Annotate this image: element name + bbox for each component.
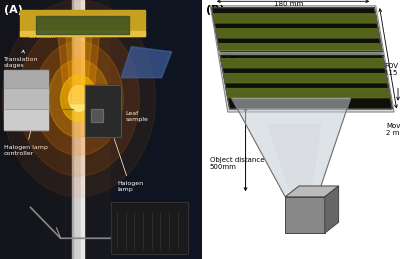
Text: Hyperspectral
camera: Hyperspectral camera [117, 226, 162, 244]
Polygon shape [20, 31, 146, 36]
Text: (A): (A) [4, 5, 23, 15]
Bar [91, 109, 103, 122]
Bar [4, 88, 48, 109]
Text: (B): (B) [206, 5, 224, 15]
Polygon shape [56, 21, 101, 104]
Bar [73, 0, 81, 259]
Bar [36, 16, 129, 34]
Polygon shape [220, 51, 383, 55]
Polygon shape [65, 21, 93, 101]
Bar [4, 109, 48, 130]
Circle shape [69, 85, 89, 111]
Circle shape [61, 75, 97, 122]
Polygon shape [111, 0, 202, 259]
Polygon shape [325, 186, 339, 233]
Text: Halogen
lamp: Halogen lamp [112, 133, 143, 192]
Bar [285, 197, 325, 233]
Text: Object distance
500mm: Object distance 500mm [210, 157, 264, 170]
Polygon shape [216, 29, 380, 38]
Text: Leaf
sample: Leaf sample [108, 105, 148, 122]
Circle shape [18, 21, 139, 176]
Bar [85, 85, 121, 137]
Polygon shape [210, 6, 394, 112]
Text: Translation
stages: Translation stages [4, 50, 38, 68]
Polygon shape [218, 44, 382, 53]
Bar [36, 16, 129, 34]
Polygon shape [20, 10, 146, 36]
Text: Moving
2 mm/s: Moving 2 mm/s [386, 123, 400, 136]
Circle shape [48, 60, 109, 137]
Polygon shape [212, 8, 392, 109]
Polygon shape [232, 98, 350, 233]
Bar [72, 0, 73, 259]
Polygon shape [221, 59, 385, 68]
Bar [91, 109, 103, 122]
Polygon shape [267, 124, 321, 233]
Polygon shape [121, 47, 172, 78]
Bar [81, 0, 84, 259]
Text: Slit FOV
0.46 mm: Slit FOV 0.46 mm [222, 51, 253, 63]
Polygon shape [213, 14, 377, 23]
Text: FOV
115 mm: FOV 115 mm [384, 63, 400, 76]
Text: Halogen lamp
controller: Halogen lamp controller [4, 128, 48, 156]
Polygon shape [285, 186, 339, 197]
Bar [111, 202, 188, 254]
Bar [111, 202, 188, 254]
Bar [4, 70, 48, 88]
Circle shape [2, 0, 156, 197]
Text: Moving
direction: Moving direction [28, 26, 67, 39]
Polygon shape [224, 74, 388, 83]
Bar [85, 85, 121, 137]
Polygon shape [226, 89, 390, 98]
Circle shape [34, 41, 123, 155]
Text: 180 mm: 180 mm [274, 1, 304, 7]
